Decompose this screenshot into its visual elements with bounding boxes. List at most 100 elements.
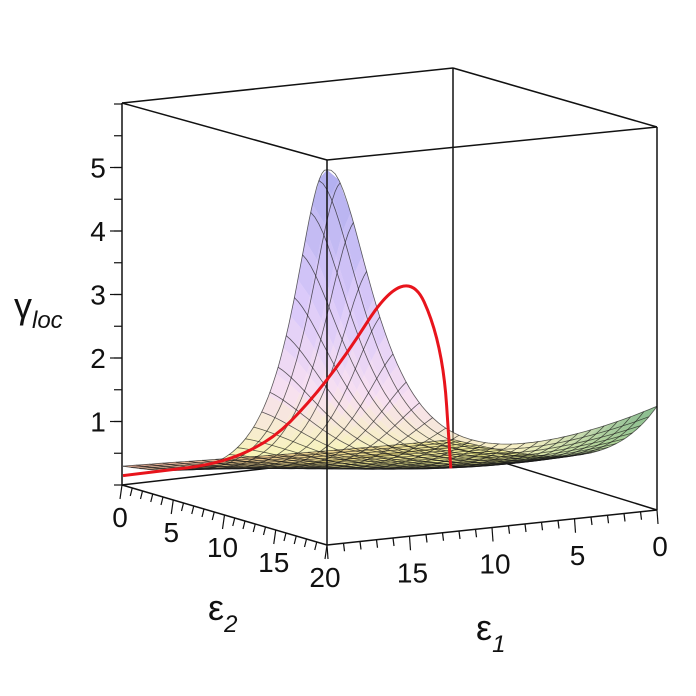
x-tick-mark <box>375 539 379 548</box>
x-tick-label: 5 <box>570 540 586 571</box>
surface-patch <box>355 255 375 313</box>
surface-patch <box>340 294 360 350</box>
surface <box>122 169 658 471</box>
x-axis-symbol: ε <box>476 607 492 648</box>
y-axis-symbol: ε <box>208 587 224 628</box>
y-tick-label: 20 <box>309 562 340 593</box>
z-tick-label: 2 <box>90 343 106 374</box>
surface-patch <box>602 420 622 432</box>
surface-grid-line <box>139 443 470 469</box>
surface-patch <box>295 329 315 373</box>
surface-patch <box>314 319 334 369</box>
surface-patch <box>368 395 388 421</box>
surface-patch <box>383 374 403 404</box>
surface-patch <box>328 256 348 321</box>
surface-patch <box>346 426 366 443</box>
y-tick-mark <box>283 532 287 542</box>
surface-patch <box>468 452 488 456</box>
surface-patch <box>334 415 354 435</box>
surface-patch <box>285 410 305 431</box>
surface-patch <box>270 434 290 447</box>
surface-patch <box>343 212 363 272</box>
y-tick-mark <box>211 511 215 521</box>
surface-patch <box>380 412 400 432</box>
surface-patch <box>273 401 293 424</box>
z-axis-label: γloc <box>14 285 63 334</box>
x-tick-mark <box>524 523 527 533</box>
y-tick-mark <box>119 484 123 500</box>
surface-patch <box>375 384 395 413</box>
surface-patch <box>263 442 283 453</box>
y-tick-mark <box>150 493 154 503</box>
surface-patch <box>414 405 434 424</box>
surface-patch <box>364 360 384 396</box>
surface-patch <box>411 429 431 442</box>
y-tick-mark <box>262 526 267 536</box>
x-tick-mark <box>342 543 346 552</box>
surface-patch <box>406 411 426 429</box>
surface-wash-green <box>543 437 563 445</box>
surface-patch <box>378 335 398 375</box>
red-curve <box>122 284 453 478</box>
surface-patch <box>520 441 540 448</box>
surface-patch <box>618 420 638 432</box>
surface-patch <box>331 179 351 230</box>
surface-patch <box>280 382 300 410</box>
surface-patch <box>324 194 344 257</box>
surface-wash-green <box>626 411 646 425</box>
z-tick-label: 4 <box>90 216 106 247</box>
box-edge-back-top-right <box>452 67 658 128</box>
surface-wash-green <box>602 420 622 432</box>
y-tick-mark <box>252 523 256 533</box>
x-tick-mark <box>441 532 445 541</box>
y-tick-mark <box>242 520 246 530</box>
surface-patch <box>153 464 173 467</box>
surface-patch <box>425 418 445 433</box>
surface-patch <box>268 374 288 402</box>
x-tick-mark <box>392 537 395 547</box>
surface-grid-line <box>439 411 645 459</box>
surface-wash-green <box>531 439 551 447</box>
surface-patch <box>630 415 650 428</box>
x-tick-mark <box>573 518 577 533</box>
surface-patch <box>276 347 296 383</box>
surface-grid-line <box>131 441 462 468</box>
surface-patch <box>484 443 504 449</box>
surface-patch <box>244 447 264 456</box>
surface-patch <box>392 424 412 440</box>
surface-patch <box>418 423 438 437</box>
surface-patch <box>304 404 324 428</box>
y-tick-mark <box>139 490 144 500</box>
surface-patch <box>336 229 356 295</box>
surface-patch <box>318 368 338 403</box>
x-tick-mark <box>425 534 428 543</box>
surface-grid-line <box>326 169 658 445</box>
surface-wash-red <box>153 464 173 467</box>
surface-patch <box>339 434 359 448</box>
y-tick-mark <box>314 541 318 551</box>
y-tick-mark <box>303 538 308 548</box>
y-tick-mark <box>191 505 195 515</box>
y-axis-subscript: 2 <box>223 611 237 638</box>
y-tick-label: 5 <box>163 517 179 548</box>
x-tick-mark <box>326 544 329 560</box>
y-tick-mark <box>273 529 277 545</box>
y-tick-label: 0 <box>112 502 128 533</box>
y-axis-label: ε2 <box>208 587 237 638</box>
surface-wash-red <box>165 463 185 466</box>
y-tick-mark <box>160 496 164 506</box>
ticks: 1 2 3 4 5 0 5 10 15 20 0 5 10 15 <box>90 103 668 593</box>
surface-grid-line <box>318 180 649 450</box>
box-edge-back-top <box>121 67 454 104</box>
surface-patch <box>165 463 185 466</box>
x-axis-label: ε1 <box>476 607 505 658</box>
x-tick-mark <box>656 509 659 525</box>
surface-patch <box>292 393 312 419</box>
y-tick-label: 15 <box>258 547 289 578</box>
x-tick-mark <box>557 520 560 529</box>
surface-patch <box>333 320 353 370</box>
x-tick-mark <box>590 516 593 526</box>
surface-patch <box>365 428 385 444</box>
